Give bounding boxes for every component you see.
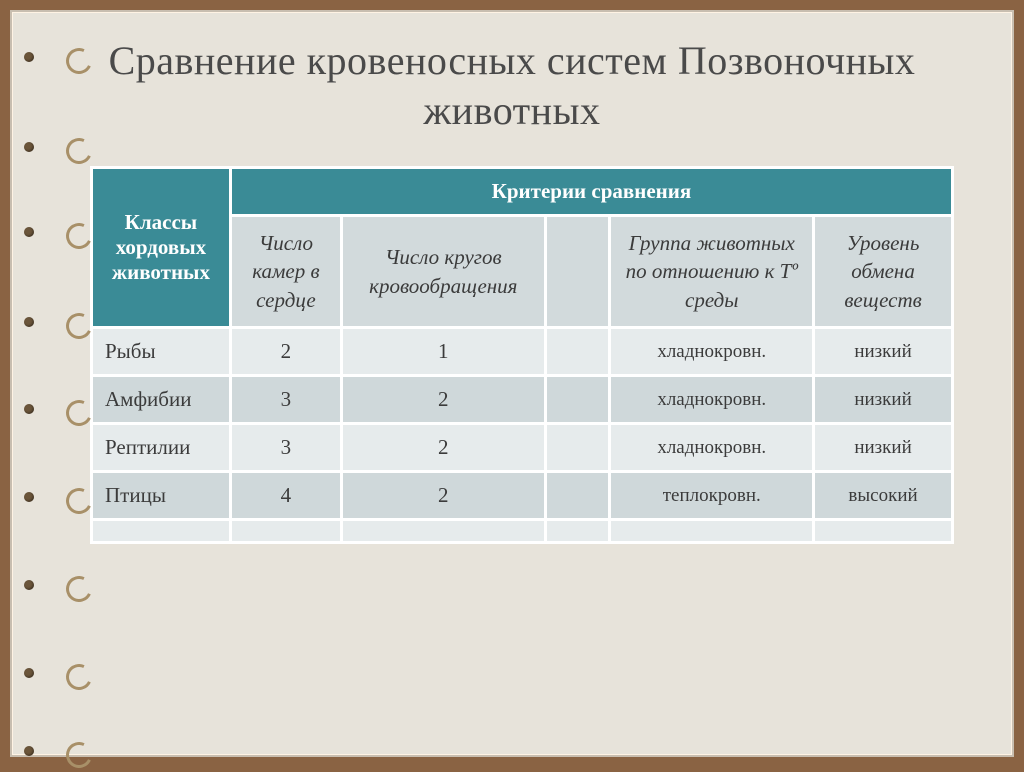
ring-icon: [64, 394, 94, 424]
table-cell: [545, 424, 610, 472]
table-cell: хладнокровн.: [610, 376, 814, 424]
column-header: Группа животных по отношению к Тº среды: [610, 216, 814, 328]
ring-icon: [64, 736, 94, 766]
table-body: Рыбы21хладнокровн.низкийАмфибии32хладнок…: [92, 328, 953, 543]
ring-icon: [64, 42, 94, 72]
ring-icon: [64, 217, 94, 247]
table-cell: 3: [230, 424, 341, 472]
row-label: Птицы: [92, 472, 231, 520]
table-cell: 2: [341, 472, 545, 520]
ring-icon: [64, 570, 94, 600]
row-label: Амфибии: [92, 376, 231, 424]
column-header: Уровень обмена веществ: [814, 216, 953, 328]
table-cell: хладнокровн.: [610, 328, 814, 376]
ring-icon: [64, 658, 94, 688]
table-cell: теплокровн.: [610, 472, 814, 520]
table-cell: [814, 520, 953, 543]
table-cell: низкий: [814, 424, 953, 472]
table-row: Птицы42 теплокровн.высокий: [92, 472, 953, 520]
row-label: [92, 520, 231, 543]
corner-header: Классы хордовых животных: [92, 168, 231, 328]
table-cell: 2: [341, 424, 545, 472]
ring-icon: [64, 482, 94, 512]
column-header: [545, 216, 610, 328]
column-header: Число кругов кровообращения: [341, 216, 545, 328]
table-cell: 2: [230, 328, 341, 376]
column-header: Число камер в сердце: [230, 216, 341, 328]
table-cell: 1: [341, 328, 545, 376]
table-cell: 3: [230, 376, 341, 424]
table-cell: хладнокровн.: [610, 424, 814, 472]
slide-title: Сравнение кровеносных систем Позвоночных…: [12, 12, 1012, 156]
ring-icon: [64, 132, 94, 162]
row-label: Рептилии: [92, 424, 231, 472]
table-row: [92, 520, 953, 543]
table-cell: высокий: [814, 472, 953, 520]
comparison-table: Классы хордовых животных Критерии сравне…: [90, 166, 954, 544]
table-row: Амфибии32 хладнокровн.низкий: [92, 376, 953, 424]
row-label: Рыбы: [92, 328, 231, 376]
table-cell: [545, 472, 610, 520]
table-cell: 4: [230, 472, 341, 520]
criteria-header: Критерии сравнения: [230, 168, 952, 216]
table-row: Рептилии32 хладнокровн.низкий: [92, 424, 953, 472]
table-row: Рыбы21 хладнокровн.низкий: [92, 328, 953, 376]
ring-icon: [64, 307, 94, 337]
table-cell: 2: [341, 376, 545, 424]
table-cell: [545, 328, 610, 376]
table-cell: [545, 376, 610, 424]
table-cell: низкий: [814, 376, 953, 424]
slide-frame: Сравнение кровеносных систем Позвоночных…: [10, 10, 1014, 757]
table-cell: [545, 520, 610, 543]
table-cell: [610, 520, 814, 543]
table-cell: [230, 520, 341, 543]
table-container: Классы хордовых животных Критерии сравне…: [12, 156, 1012, 544]
table-cell: низкий: [814, 328, 953, 376]
table-cell: [341, 520, 545, 543]
